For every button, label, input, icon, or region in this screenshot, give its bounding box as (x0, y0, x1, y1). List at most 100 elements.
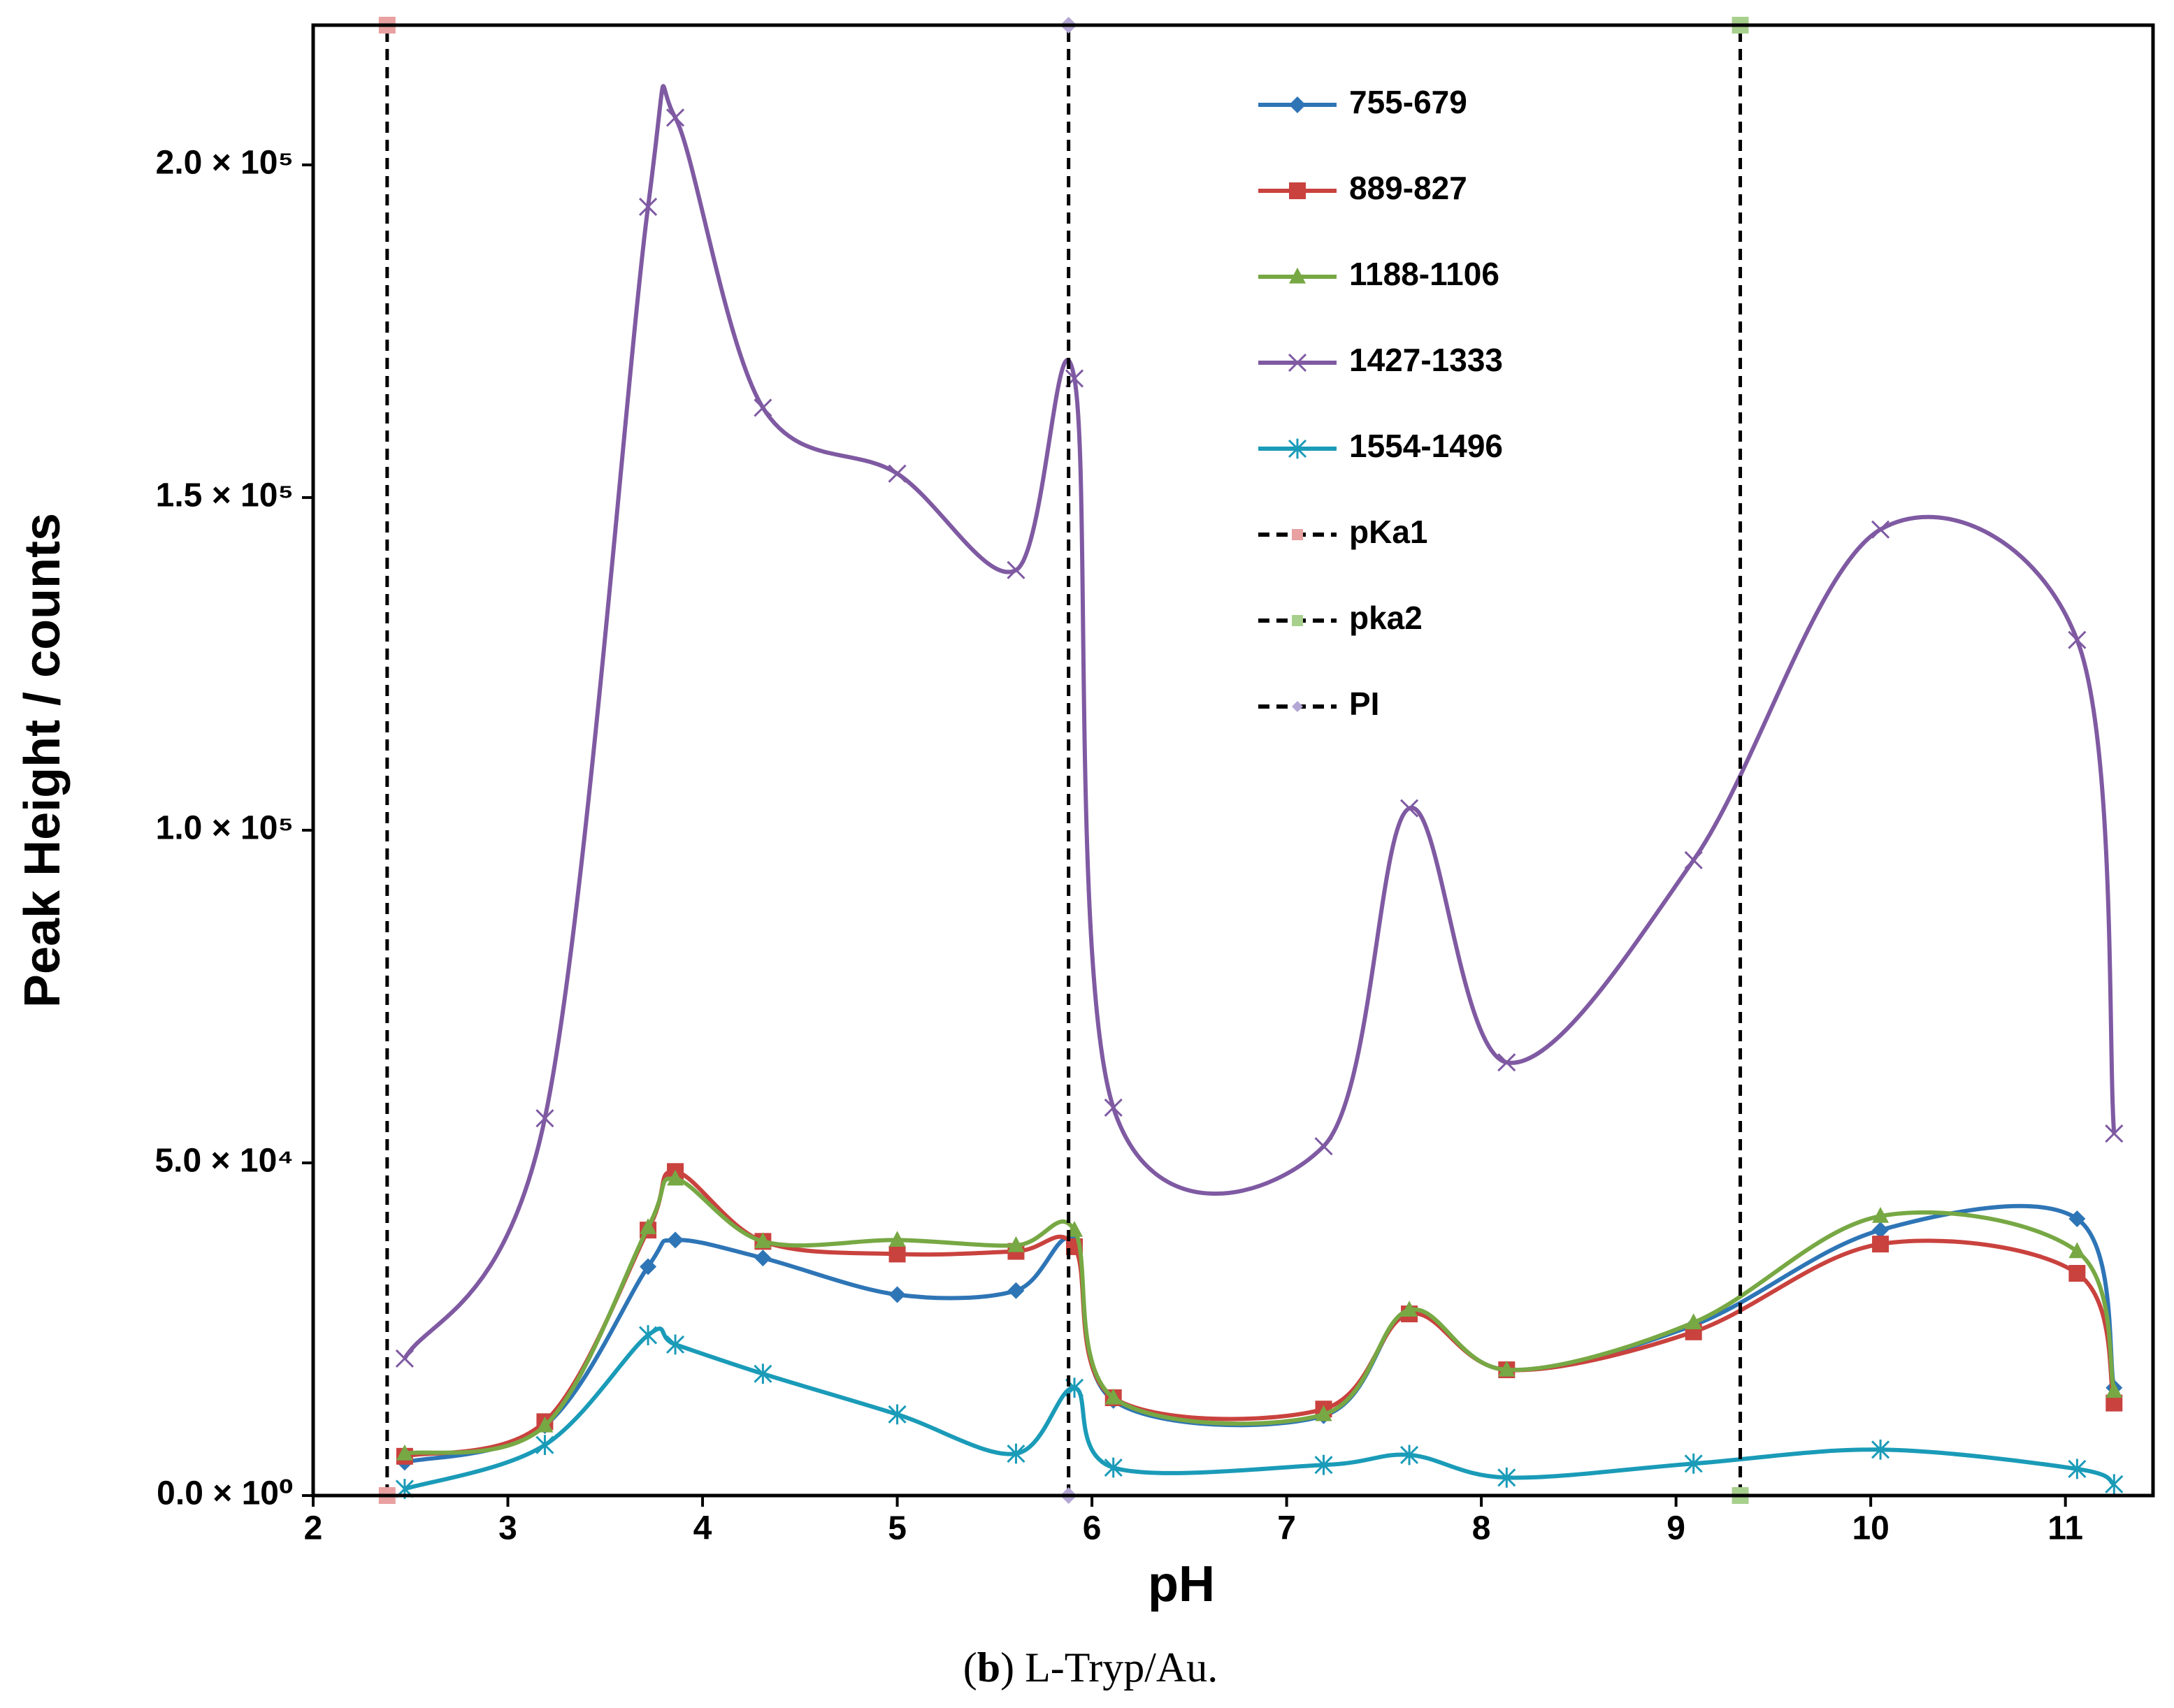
legend-label: PI (1349, 686, 1379, 722)
marker (1497, 1053, 1516, 1072)
marker (2105, 1474, 2124, 1495)
marker-shape (2105, 1124, 2124, 1143)
marker-shape (754, 1250, 772, 1267)
marker (396, 1444, 413, 1461)
x-tick-label: 5 (888, 1510, 907, 1547)
marker-shape (2068, 1459, 2087, 1479)
y-axis-title: Peak Height / counts (15, 513, 71, 1008)
legend-label: 889-827 (1349, 170, 1467, 206)
marker-shape (2068, 630, 2087, 649)
series-line (404, 1176, 2117, 1456)
series-line (404, 1169, 2117, 1459)
marker (1288, 353, 1307, 372)
marker (536, 1416, 554, 1433)
x-tick-label: 2 (304, 1510, 323, 1547)
marker (888, 464, 907, 483)
caption-text: ) L-Tryp/Au. (1000, 1644, 1218, 1691)
marker-shape (1289, 96, 1306, 113)
marker-shape (1401, 1301, 1418, 1317)
marker-shape (754, 1232, 772, 1248)
marker (640, 1218, 657, 1234)
marker (2105, 1382, 2123, 1398)
marker (754, 1250, 772, 1267)
marker (1292, 615, 1303, 626)
marker (1104, 1457, 1123, 1478)
marker-shape (1288, 438, 1307, 459)
marker-shape (1314, 1137, 1333, 1156)
marker-shape (888, 464, 907, 483)
marker (1685, 1313, 1702, 1330)
marker (1399, 1445, 1419, 1465)
marker-shape (1684, 851, 1703, 869)
y-tick-label: 2.0 × 10⁵ (156, 145, 294, 182)
marker-shape (1292, 701, 1303, 712)
marker (1401, 1301, 1418, 1317)
marker-shape (2068, 1265, 2086, 1282)
marker (1872, 1236, 1889, 1253)
marker (665, 108, 685, 127)
x-axis-title: pH (1148, 1556, 1215, 1612)
marker-shape (2105, 1382, 2123, 1398)
marker (1007, 560, 1025, 579)
y-tick-label: 1.0 × 10⁵ (156, 810, 294, 847)
marker-shape (1007, 1282, 1025, 1299)
marker (1871, 1439, 1890, 1460)
marker (2068, 1265, 2086, 1282)
marker-shape (395, 1349, 414, 1368)
marker-shape (1104, 1388, 1122, 1405)
marker-shape (638, 197, 658, 216)
marker-shape (2105, 1474, 2124, 1495)
marker-shape (1292, 615, 1303, 626)
marker-shape (888, 1245, 906, 1263)
marker (1292, 529, 1303, 540)
marker-shape (1871, 520, 1890, 539)
x-tick-label: 8 (1472, 1510, 1491, 1547)
marker (888, 1286, 906, 1303)
marker-shape (1314, 1454, 1333, 1475)
x-tick-label: 3 (498, 1510, 517, 1547)
marker (1288, 438, 1307, 459)
legend-label: 1427-1333 (1349, 342, 1503, 378)
y-tick-label: 0.0 × 10⁰ (157, 1475, 294, 1512)
marker-shape (1104, 1457, 1123, 1478)
marker-shape (1007, 1236, 1025, 1252)
marker (1289, 96, 1306, 113)
caption: (b) L-Tryp/Au. (963, 1644, 1218, 1691)
plot-frame (311, 23, 2155, 1498)
marker-shape (640, 1258, 657, 1275)
series-line (404, 1326, 2115, 1491)
marker (640, 1258, 657, 1275)
marker (2105, 1124, 2124, 1143)
marker (1289, 182, 1306, 199)
marker-shape (638, 1325, 658, 1345)
marker-shape (1497, 1467, 1516, 1488)
marker (1104, 1098, 1123, 1117)
marker (754, 1363, 772, 1384)
marker-shape (1007, 1443, 1025, 1464)
marker (1872, 1206, 1889, 1223)
marker (754, 398, 772, 417)
marker (1315, 1405, 1332, 1421)
marker (665, 1334, 685, 1355)
marker (888, 1404, 907, 1425)
x-tick-label: 10 (1852, 1510, 1889, 1547)
marker-shape (667, 1169, 684, 1186)
marker-shape (1497, 1053, 1516, 1072)
marker-shape (754, 1363, 772, 1384)
marker-shape (396, 1444, 413, 1461)
marker-shape (640, 1218, 657, 1234)
marker (1684, 1453, 1703, 1474)
marker (638, 197, 658, 216)
marker-shape (535, 1109, 554, 1128)
marker-shape (1007, 560, 1025, 579)
marker-shape (2068, 1210, 2086, 1227)
marker (2068, 1459, 2087, 1479)
legend-label: 755-679 (1349, 84, 1467, 120)
marker (1007, 1236, 1025, 1252)
marker-shape (1292, 529, 1303, 540)
x-tick-label: 7 (1277, 1510, 1296, 1547)
marker (888, 1231, 906, 1247)
marker (1314, 1454, 1333, 1475)
marker (667, 1169, 684, 1186)
